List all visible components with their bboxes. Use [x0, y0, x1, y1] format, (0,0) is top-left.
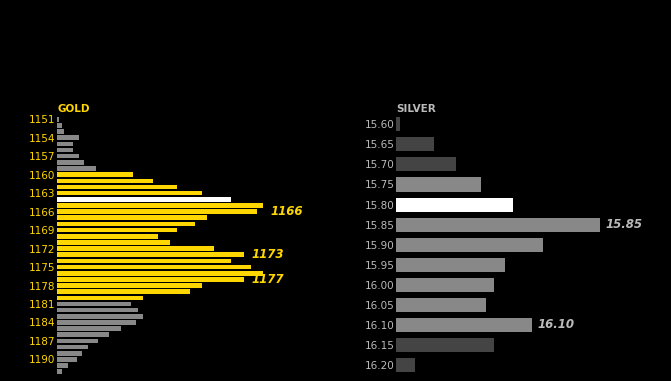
Bar	[57, 135, 79, 140]
Bar	[57, 160, 84, 165]
Text: SILVER:  10-day Market Profile of volume traded
per price point; coloured swath : SILVER: 10-day Market Profile of volume …	[349, 3, 658, 41]
Text: 16.10: 16.10	[537, 319, 574, 331]
Bar	[57, 259, 231, 263]
Bar	[57, 320, 136, 325]
Bar	[57, 351, 82, 355]
Bar	[57, 222, 195, 226]
Bar	[57, 345, 88, 349]
Bar	[57, 142, 73, 146]
Bar	[57, 191, 202, 195]
Bar	[57, 327, 121, 331]
Bar	[57, 253, 244, 257]
Text: SILVER: SILVER	[396, 104, 435, 114]
Bar	[396, 298, 486, 312]
Bar	[396, 178, 481, 192]
Bar	[396, 197, 513, 211]
Bar	[57, 117, 60, 122]
Bar	[57, 228, 177, 232]
Text: 1173: 1173	[251, 248, 284, 261]
Text: 15.85: 15.85	[605, 218, 642, 231]
Bar	[57, 154, 79, 158]
Bar	[57, 172, 133, 177]
Bar	[57, 283, 202, 288]
Bar	[396, 138, 433, 151]
Bar	[57, 197, 231, 202]
Bar	[57, 271, 263, 275]
Bar	[396, 238, 543, 252]
Bar	[396, 258, 505, 272]
Bar	[57, 277, 244, 282]
Bar	[57, 209, 257, 214]
Text: 1166: 1166	[270, 205, 303, 218]
Bar	[57, 290, 190, 294]
Bar	[57, 123, 62, 128]
Bar	[396, 318, 531, 332]
Bar	[57, 246, 214, 251]
Text: 1177: 1177	[251, 273, 284, 286]
Bar	[57, 357, 76, 362]
Bar	[57, 234, 158, 239]
Text: GOLD:  10-day Market Profile of volume traded
per price point; coloured swath co: GOLD: 10-day Market Profile of volume tr…	[13, 3, 315, 41]
Bar	[57, 296, 143, 300]
Bar	[57, 240, 170, 245]
Bar	[57, 370, 62, 374]
Bar	[57, 308, 138, 312]
Bar	[57, 179, 153, 183]
Bar	[57, 148, 73, 152]
Bar	[57, 339, 97, 343]
Bar	[396, 117, 400, 131]
Bar	[57, 129, 64, 134]
Bar	[57, 314, 143, 319]
Bar	[57, 363, 68, 368]
Bar	[396, 157, 456, 171]
Bar	[396, 358, 415, 372]
Bar	[57, 216, 207, 220]
Bar	[57, 265, 251, 269]
Bar	[396, 278, 494, 292]
Bar	[396, 218, 600, 232]
Bar	[57, 166, 97, 171]
Bar	[57, 185, 177, 189]
Text: GOLD: GOLD	[57, 104, 89, 114]
Bar	[57, 302, 131, 306]
Bar	[57, 203, 263, 208]
Bar	[57, 333, 109, 337]
Bar	[396, 338, 494, 352]
